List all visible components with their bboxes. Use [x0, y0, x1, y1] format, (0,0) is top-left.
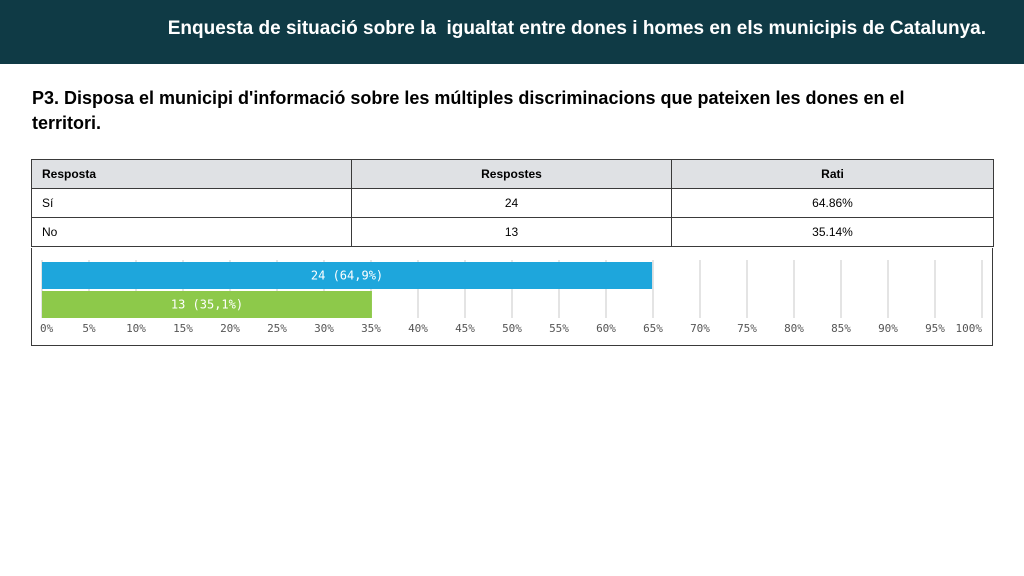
cell-count: 13: [351, 217, 672, 247]
x-tick-label: 65%: [643, 322, 663, 335]
question-text: P3. Disposa el municipi d'informació sob…: [32, 88, 905, 133]
x-tick-label: 35%: [361, 322, 381, 335]
cell-count: 24: [351, 188, 672, 218]
bar-chart: 24 (64,9%) 13 (35,1%) 0% 5% 10% 15% 20% 25% 30% 3…: [40, 260, 983, 335]
header-answer: Resposta: [31, 159, 352, 189]
cell-answer: Sí: [31, 188, 352, 218]
x-tick-label: 15%: [173, 322, 193, 335]
results-table: Resposta Respostes Rati Sí 24 64.86% No …: [31, 159, 994, 247]
x-tick-label: 90%: [878, 322, 898, 335]
header-bar: Enquesta de situació sobre la igualtat e…: [0, 0, 1024, 64]
x-tick-label: 10%: [126, 322, 146, 335]
cell-answer: No: [31, 217, 352, 247]
x-tick-label: 85%: [831, 322, 851, 335]
x-tick-label: 25%: [267, 322, 287, 335]
chart-container: 24 (64,9%) 13 (35,1%) 0% 5% 10% 15% 20% 25% 30% 3…: [31, 248, 993, 346]
cell-rate: 35.14%: [671, 217, 994, 247]
x-tick-label: 70%: [690, 322, 710, 335]
x-tick-label: 95%: [925, 322, 945, 335]
x-tick-label: 5%: [82, 322, 96, 335]
cell-rate: 64.86%: [671, 188, 994, 218]
survey-title: Enquesta de situació sobre la igualtat e…: [167, 18, 986, 39]
table-row: Sí 24 64.86%: [31, 188, 994, 218]
header-rate: Rati: [671, 159, 994, 189]
x-tick-label: 60%: [596, 322, 616, 335]
x-tick-label: 100%: [956, 322, 983, 335]
x-tick-label: 75%: [737, 322, 757, 335]
bar-no: [42, 291, 372, 318]
bar-data-label: 13 (35,1%): [171, 298, 243, 312]
x-tick-label: 55%: [549, 322, 569, 335]
bar-data-label: 24 (64,9%): [311, 269, 383, 283]
x-tick-label: 80%: [784, 322, 804, 335]
x-tick-label: 40%: [408, 322, 428, 335]
x-tick-label: 20%: [220, 322, 240, 335]
bar-si: [42, 262, 653, 289]
table-header-row: Resposta Respostes Rati: [31, 159, 994, 189]
x-tick-label: 50%: [502, 322, 522, 335]
table-row: No 13 35.14%: [31, 217, 994, 247]
header-count: Respostes: [351, 159, 672, 189]
x-tick-label: 45%: [455, 322, 475, 335]
x-tick-label: 30%: [314, 322, 334, 335]
x-tick-label: 0%: [40, 322, 54, 335]
